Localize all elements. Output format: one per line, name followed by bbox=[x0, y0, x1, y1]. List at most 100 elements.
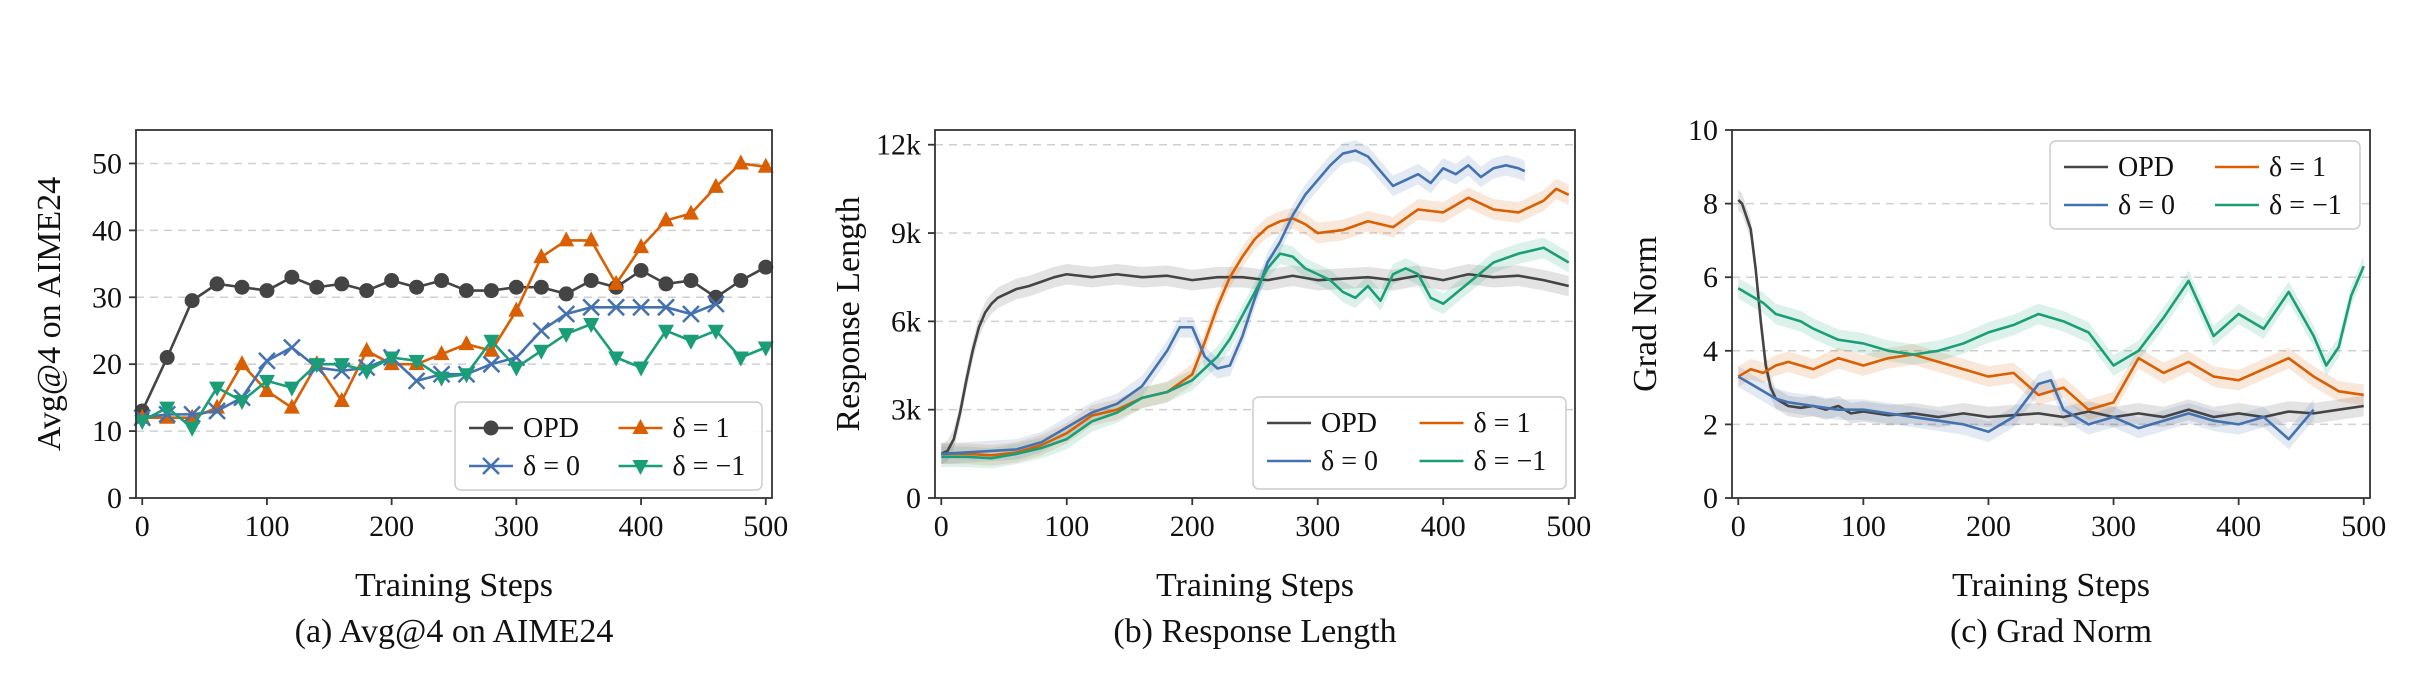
x-tick-label: 200 bbox=[1966, 510, 2011, 543]
x-tick-label: 200 bbox=[1170, 510, 1215, 543]
legend-entry: δ = 0 bbox=[523, 451, 580, 482]
y-axis-label: Grad Norm bbox=[1627, 236, 1664, 392]
data-point bbox=[533, 279, 549, 295]
y-tick-label: 0 bbox=[906, 482, 921, 515]
series-band bbox=[1738, 255, 2364, 376]
data-point bbox=[682, 334, 699, 350]
legend-entry: δ = 0 bbox=[1321, 446, 1378, 477]
data-point bbox=[658, 324, 674, 340]
data-point bbox=[433, 345, 450, 361]
x-tick-label: 300 bbox=[494, 510, 539, 543]
legend-entry: OPD bbox=[523, 413, 579, 444]
data-point bbox=[458, 283, 474, 299]
panel-caption: (a) Avg@4 on AIME24 bbox=[295, 613, 614, 650]
y-tick-label: 0 bbox=[107, 482, 122, 515]
legend: OPD δ = 1 δ = 0 δ = −1 bbox=[454, 401, 763, 491]
data-point bbox=[184, 421, 201, 437]
legend-entry: δ = −1 bbox=[2269, 190, 2342, 221]
y-tick-label: 20 bbox=[92, 348, 122, 381]
data-point bbox=[409, 279, 425, 295]
chart-panel-2: 0 100 200 300 400 500 0 3k 6k 9k 12k Training Steps… bbox=[830, 129, 1591, 650]
data-point bbox=[658, 211, 674, 227]
plot-frame bbox=[934, 129, 1576, 499]
legend-marker bbox=[632, 419, 649, 434]
x-axis-label: Training Steps bbox=[1952, 567, 2150, 604]
x-tick-label: 300 bbox=[2091, 510, 2136, 543]
data-point bbox=[358, 364, 375, 380]
data-point bbox=[458, 335, 475, 351]
series-line bbox=[1737, 353, 2364, 411]
data-point bbox=[732, 351, 749, 367]
legend-entry: δ = 1 bbox=[2269, 152, 2326, 183]
x-tick-label: 300 bbox=[1295, 510, 1340, 543]
data-point bbox=[159, 401, 176, 417]
series-line bbox=[941, 246, 1570, 460]
data-point bbox=[558, 231, 575, 247]
data-point bbox=[258, 374, 275, 390]
series-line bbox=[1737, 198, 2364, 419]
data-point bbox=[283, 381, 300, 397]
x-tick-label: 0 bbox=[135, 510, 150, 543]
plot-frame bbox=[1731, 129, 2371, 499]
legend-box bbox=[1252, 396, 1567, 490]
x-tick-label: 500 bbox=[1546, 510, 1591, 543]
legend-entry: OPD bbox=[1321, 408, 1377, 439]
y-tick-label: 40 bbox=[92, 214, 122, 247]
y-tick-label: 3k bbox=[891, 394, 921, 427]
data-point bbox=[284, 269, 300, 285]
data-point bbox=[732, 154, 749, 170]
data-point bbox=[282, 338, 301, 357]
data-point bbox=[383, 351, 400, 367]
series-band bbox=[941, 178, 1569, 466]
y-tick-label: 4 bbox=[1703, 335, 1718, 368]
data-point bbox=[483, 334, 500, 350]
data-point bbox=[558, 328, 575, 344]
legend-entry: δ = 1 bbox=[1474, 408, 1531, 439]
data-point bbox=[658, 276, 674, 292]
y-tick-label: 8 bbox=[1703, 188, 1718, 221]
data-point bbox=[184, 293, 200, 309]
data-point bbox=[258, 351, 276, 370]
y-tick-label: 50 bbox=[92, 147, 122, 180]
data-point bbox=[384, 273, 400, 289]
data-point bbox=[707, 324, 724, 340]
data-point bbox=[433, 371, 450, 387]
legend-marker bbox=[482, 457, 500, 475]
data-point bbox=[633, 238, 650, 254]
data-point bbox=[683, 273, 699, 289]
chart-panel-3: 0 100 200 300 400 500 0 2 4 6 8 10 Training Steps Gra… bbox=[1627, 114, 2386, 650]
data-point bbox=[434, 273, 450, 289]
series-line bbox=[941, 187, 1570, 457]
data-point bbox=[557, 305, 576, 323]
data-point bbox=[583, 231, 600, 247]
data-point bbox=[359, 283, 375, 299]
legend-entry: δ = 1 bbox=[673, 413, 730, 444]
data-point bbox=[682, 204, 699, 220]
x-tick-label: 400 bbox=[619, 510, 664, 543]
y-tick-label: 10 bbox=[1688, 114, 1718, 147]
data-point bbox=[682, 305, 700, 323]
data-point bbox=[259, 283, 275, 299]
legend: OPD δ = 1 δ = 0 δ = −1 bbox=[2049, 140, 2361, 230]
legend-marker bbox=[632, 460, 649, 475]
data-point bbox=[283, 398, 300, 414]
y-tick-label: 10 bbox=[92, 415, 122, 448]
data-point bbox=[234, 279, 250, 295]
data-point bbox=[458, 368, 475, 384]
data-point bbox=[706, 295, 725, 313]
data-point bbox=[208, 402, 226, 420]
series-line bbox=[940, 272, 1570, 456]
series-band bbox=[941, 263, 1569, 465]
data-point bbox=[583, 318, 600, 334]
data-point bbox=[708, 289, 724, 305]
data-point bbox=[483, 283, 499, 299]
series-line bbox=[1737, 375, 2315, 441]
data-point bbox=[533, 344, 550, 360]
data-point bbox=[334, 276, 350, 292]
data-point bbox=[607, 298, 626, 317]
legend-entry: OPD bbox=[2118, 152, 2174, 183]
data-point bbox=[508, 279, 524, 295]
legend-marker bbox=[483, 420, 499, 436]
series-band bbox=[1738, 366, 2314, 450]
x-tick-label: 100 bbox=[244, 510, 289, 543]
